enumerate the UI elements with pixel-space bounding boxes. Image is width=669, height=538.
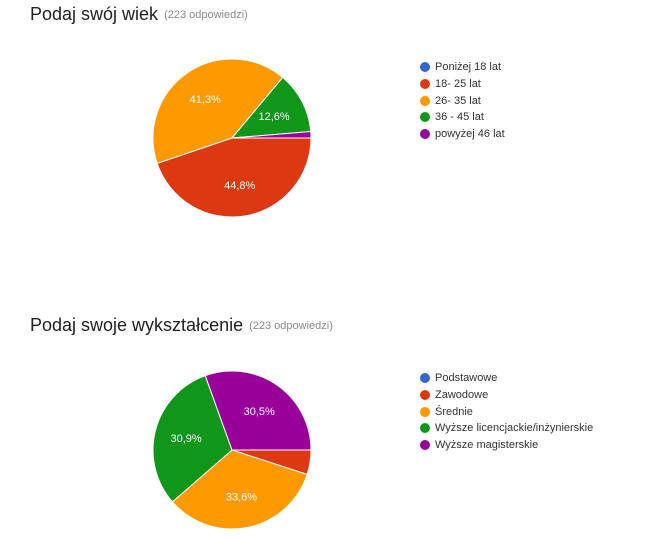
question-card-education: Podaj swoje wykształcenie (223 odpowiedzi…	[0, 277, 669, 538]
legend-item[interactable]: powyżej 46 lat	[420, 126, 505, 143]
legend-swatch-icon	[420, 112, 430, 123]
legend-swatch-icon	[420, 423, 430, 434]
pie-data-label: 41,3%	[190, 94, 221, 106]
response-count: (223 odpowiedzi)	[164, 9, 248, 21]
legend-swatch-icon	[420, 62, 430, 73]
pie-data-label: 33,6%	[226, 491, 257, 503]
pie-slice-18-25-lat[interactable]	[156, 137, 312, 218]
pie-slice-26-35-lat[interactable]	[152, 58, 284, 164]
legend-swatch-icon	[420, 406, 430, 417]
pie-data-label: 30,5%	[244, 406, 275, 418]
legend-label: 26- 35 lat	[435, 94, 481, 107]
legend-item[interactable]: Wyższe magisterskie	[420, 437, 593, 454]
chart-legend-age: Poniżej 18 lat 18- 25 lat 26- 35 lat 36 - 4…	[420, 59, 505, 142]
legend-item[interactable]: Podstawowe	[420, 370, 593, 387]
pie-data-label: 44,8%	[224, 180, 255, 192]
legend-item[interactable]: Wyższe licencjackie/inżynierskie	[420, 420, 593, 437]
question-title: Podaj swoje wykształcenie (223 odpowiedzi…	[30, 314, 333, 337]
legend-label: Wyższe magisterskie	[435, 439, 539, 452]
legend-label: 36 - 45 lat	[435, 111, 484, 124]
legend-swatch-icon	[420, 79, 430, 90]
legend-label: Podstawowe	[435, 372, 498, 385]
legend-swatch-icon	[420, 440, 430, 451]
pie-slice-srednie[interactable]	[171, 449, 308, 530]
pie-slice-powyzej-46-lat[interactable]	[231, 131, 312, 139]
legend-item[interactable]: Średnie	[420, 403, 593, 420]
legend-label: Poniżej 18 lat	[435, 61, 502, 74]
pie-chart-age: 44,8% 41,3% 12,6%	[152, 58, 312, 218]
legend-label: 18- 25 lat	[435, 78, 481, 91]
question-card-age: Podaj swój wiek (223 odpowiedzi) 44,8% 41,…	[30, 3, 505, 218]
question-title-text: Podaj swoje wykształcenie	[30, 315, 244, 335]
legend-label: Wyższe licencjackie/inżynierskie	[435, 422, 594, 435]
pie-slice-36-45-lat[interactable]	[230, 76, 312, 139]
legend-label: Zawodowe	[435, 389, 489, 402]
legend-label: Średnie	[435, 405, 473, 418]
legend-item[interactable]: Poniżej 18 lat	[420, 59, 505, 76]
legend-item[interactable]: 18- 25 lat	[420, 76, 505, 93]
legend-swatch-icon	[420, 373, 430, 384]
pie-data-label: 30,9%	[171, 433, 202, 445]
pie-slice-wyzsze-magisterskie[interactable]	[204, 370, 312, 451]
legend-swatch-icon	[420, 390, 430, 401]
legend-swatch-icon	[420, 129, 430, 140]
legend-swatch-icon	[420, 95, 430, 106]
question-title: Podaj swój wiek (223 odpowiedzi)	[30, 3, 248, 26]
legend-label: powyżej 46 lat	[435, 128, 505, 141]
legend-item[interactable]: 36 - 45 lat	[420, 109, 505, 126]
pie-data-label: 12,6%	[258, 111, 289, 123]
legend-item[interactable]: 26- 35 lat	[420, 92, 505, 109]
question-title-text: Podaj swój wiek	[30, 4, 159, 24]
legend-item[interactable]: Zawodowe	[420, 387, 593, 404]
pie-chart-education: 33,6% 30,9% 30,5%	[152, 370, 312, 530]
chart-legend-education: Podstawowe Zawodowe Średnie Wyższe licencja…	[420, 370, 593, 453]
response-count: (223 odpowiedzi)	[249, 320, 333, 332]
pie-slice-wyzsze-licencjackie-inzynierskie[interactable]	[152, 375, 233, 503]
